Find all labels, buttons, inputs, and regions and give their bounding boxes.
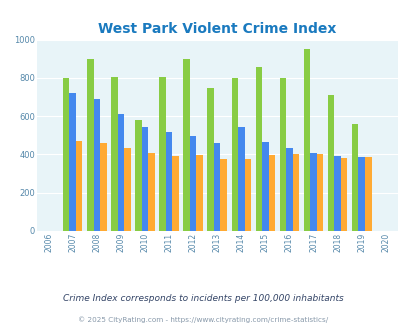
Bar	[183, 59, 190, 231]
Bar	[351, 124, 358, 231]
Bar	[279, 78, 286, 231]
Bar	[159, 77, 165, 231]
Bar	[231, 78, 237, 231]
Bar	[100, 143, 106, 231]
Bar	[237, 127, 244, 231]
Bar	[292, 154, 298, 231]
Bar	[207, 88, 213, 231]
Title: West Park Violent Crime Index: West Park Violent Crime Index	[98, 22, 336, 36]
Bar	[364, 157, 371, 231]
Bar	[135, 120, 141, 231]
Bar	[358, 157, 364, 231]
Bar	[309, 153, 316, 231]
Bar	[340, 158, 347, 231]
Bar	[93, 99, 100, 231]
Bar	[63, 78, 69, 231]
Bar	[141, 127, 148, 231]
Bar	[148, 153, 154, 231]
Bar	[334, 156, 340, 231]
Bar	[327, 95, 334, 231]
Bar	[117, 114, 124, 231]
Bar	[303, 49, 309, 231]
Text: Crime Index corresponds to incidents per 100,000 inhabitants: Crime Index corresponds to incidents per…	[62, 294, 343, 303]
Bar	[165, 132, 172, 231]
Bar	[316, 154, 322, 231]
Bar	[196, 155, 202, 231]
Bar	[172, 156, 178, 231]
Bar	[268, 155, 275, 231]
Bar	[286, 148, 292, 231]
Bar	[87, 59, 93, 231]
Bar	[111, 77, 117, 231]
Text: © 2025 CityRating.com - https://www.cityrating.com/crime-statistics/: © 2025 CityRating.com - https://www.city…	[78, 317, 327, 323]
Bar	[213, 143, 220, 231]
Bar	[262, 142, 268, 231]
Bar	[244, 159, 250, 231]
Bar	[76, 142, 82, 231]
Bar	[124, 148, 130, 231]
Bar	[220, 159, 226, 231]
Bar	[255, 67, 262, 231]
Bar	[69, 93, 76, 231]
Bar	[190, 136, 196, 231]
